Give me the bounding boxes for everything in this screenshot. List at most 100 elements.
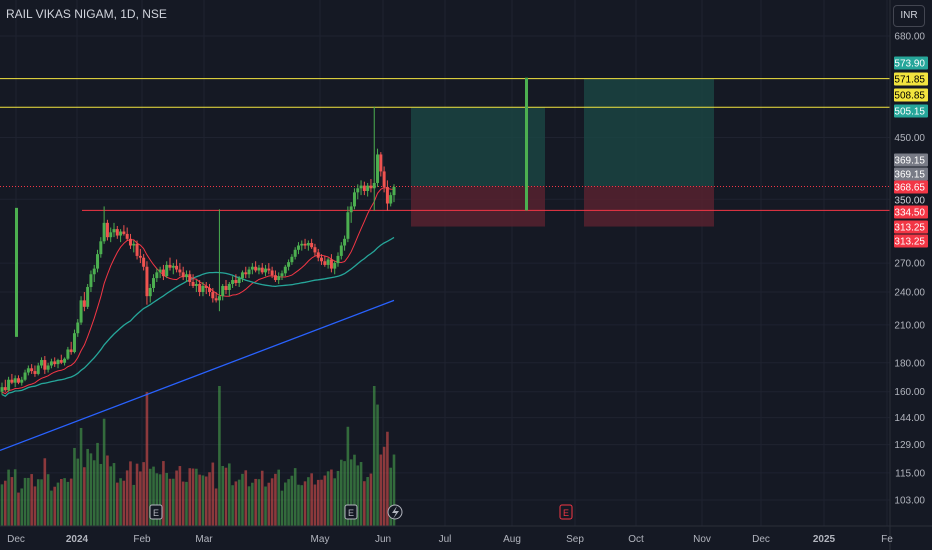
- candle-body: [23, 372, 27, 380]
- y-tick-label: 680.00: [894, 32, 925, 43]
- volume-bar: [339, 459, 343, 526]
- candle-body: [240, 272, 244, 279]
- y-tick-label: 144.00: [894, 413, 925, 424]
- candle-body: [379, 154, 383, 172]
- candle-body: [376, 154, 380, 183]
- candle-body: [138, 255, 142, 258]
- volume-bar: [30, 474, 33, 526]
- candle-body: [231, 280, 235, 284]
- volume-bar: [13, 469, 17, 526]
- candles: [0, 77, 528, 395]
- x-tick-label: Fe: [881, 534, 893, 545]
- volume-bar: [142, 462, 145, 526]
- candle-body: [165, 264, 169, 277]
- price-axis-label: 313.25: [894, 220, 928, 234]
- x-tick-label: Mar: [195, 534, 213, 545]
- volume-bar: [201, 475, 205, 526]
- candle-body: [303, 243, 307, 246]
- candle-body: [234, 280, 238, 283]
- volume-bar: [148, 468, 152, 526]
- candle-body: [392, 186, 396, 196]
- volume-bar: [280, 490, 284, 526]
- volume-bar: [234, 481, 238, 526]
- volume-bar: [109, 466, 113, 526]
- price-label-text: 369.15: [894, 170, 925, 181]
- candle-body: [168, 264, 172, 268]
- candle-body: [96, 254, 100, 269]
- candle-body: [69, 349, 73, 353]
- volume-bar: [349, 459, 353, 526]
- volume-bar: [392, 454, 396, 526]
- y-tick-label: 180.00: [894, 358, 925, 369]
- volume-bar: [76, 458, 80, 526]
- candle-body: [10, 379, 14, 383]
- candle-body: [7, 379, 11, 391]
- volume-bar: [300, 485, 304, 526]
- candle-body: [264, 268, 268, 273]
- candle-body: [201, 285, 205, 293]
- candle-body: [26, 368, 30, 373]
- candle-body: [161, 269, 165, 277]
- candle-body: [290, 256, 294, 263]
- candle-body: [175, 265, 179, 270]
- y-tick-label: 210.00: [894, 320, 925, 331]
- x-tick-label: Dec: [752, 534, 770, 545]
- volume-bar: [43, 458, 47, 526]
- x-tick-label: Jun: [375, 534, 391, 545]
- candle-body: [208, 287, 212, 293]
- volume-bar: [356, 465, 360, 526]
- volume-bar: [191, 468, 195, 526]
- candle-body: [56, 360, 60, 365]
- volume-bar: [3, 480, 7, 526]
- x-tick-label: Sep: [566, 534, 584, 545]
- candle-body: [382, 171, 386, 187]
- candle-body: [142, 257, 146, 267]
- price-axis-label: 369.15: [894, 167, 928, 181]
- x-tick-label: Oct: [628, 534, 644, 545]
- candle-body: [3, 387, 7, 391]
- candle-body: [46, 365, 50, 370]
- event-marker-label: E: [563, 508, 569, 518]
- price-axis-label: 573.90: [894, 56, 928, 70]
- target-zone: [411, 107, 545, 187]
- volume-bar: [83, 467, 86, 526]
- candle-body: [191, 282, 195, 286]
- candle-body: [362, 185, 366, 191]
- price-label-text: 571.85: [894, 75, 925, 86]
- candle-body: [109, 232, 113, 238]
- volume-bar: [36, 479, 40, 526]
- candle-body: [115, 229, 119, 236]
- candle-body: [148, 287, 152, 297]
- volume-bar: [277, 469, 281, 526]
- candle-body: [211, 292, 215, 299]
- candle-body: [63, 358, 67, 363]
- candle-body: [389, 195, 393, 204]
- event-marker-box: [344, 504, 358, 520]
- candle-body: [82, 300, 86, 307]
- volume-bar: [336, 470, 340, 526]
- candle-body: [76, 322, 80, 334]
- candle-body: [89, 274, 93, 287]
- volume-bar: [53, 486, 57, 526]
- price-axis-label: 571.85: [894, 72, 928, 86]
- volume-bar: [326, 471, 330, 526]
- candle-body: [247, 269, 251, 275]
- event-marker-label: E: [348, 508, 354, 518]
- volume-bar: [17, 492, 20, 526]
- moving-average-long: [0, 299, 395, 452]
- x-tick-label: Dec: [7, 534, 25, 545]
- lightning-icon: [392, 506, 399, 519]
- volume-bar: [112, 463, 116, 526]
- candle-body: [128, 238, 132, 246]
- volume-bar: [155, 473, 159, 526]
- currency-button[interactable]: INR: [893, 5, 925, 27]
- volume-bar: [323, 475, 327, 526]
- x-tick-label: Jul: [439, 534, 452, 545]
- volume-bar: [106, 455, 109, 526]
- volume-bar: [227, 463, 231, 526]
- candle-body: [132, 243, 136, 246]
- volume-bar: [231, 485, 234, 526]
- volume-bar: [283, 482, 287, 526]
- volume-bar: [92, 460, 96, 526]
